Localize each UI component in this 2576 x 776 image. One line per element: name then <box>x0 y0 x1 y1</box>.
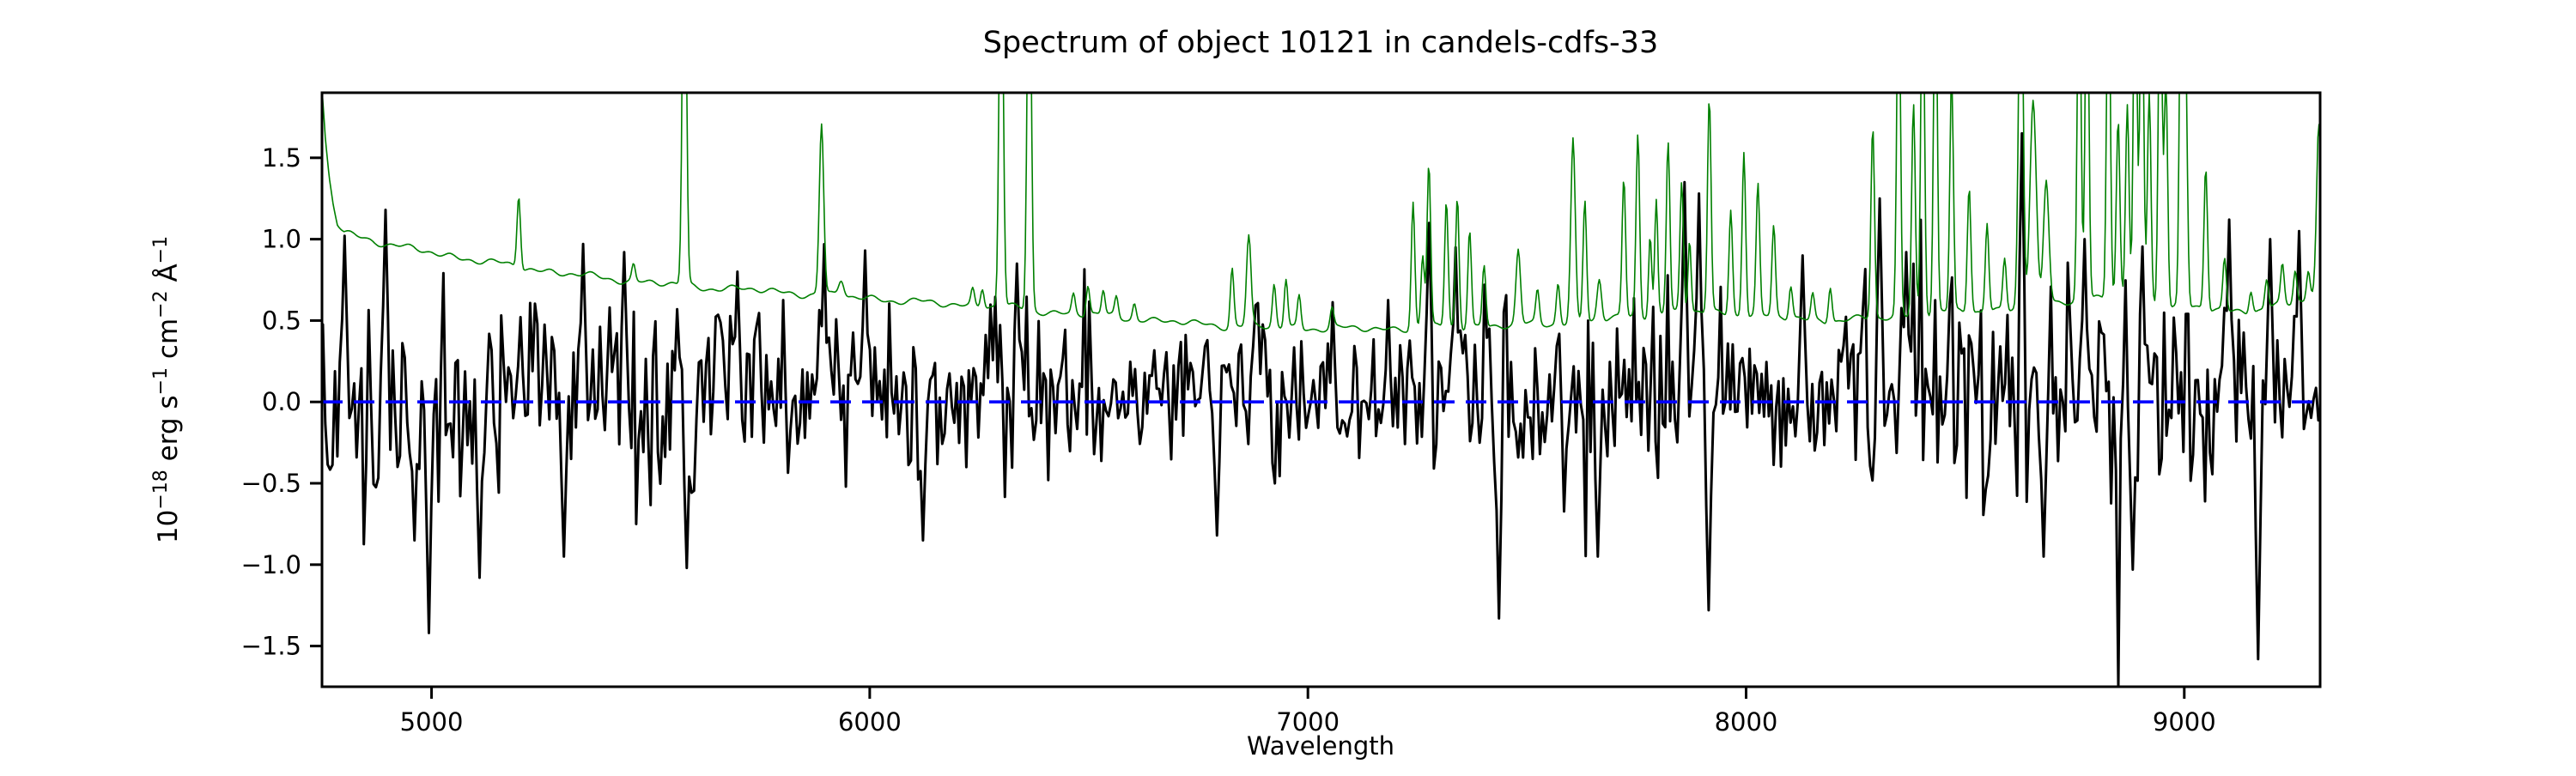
x-axis-label: Wavelength <box>1246 731 1395 761</box>
x-tick-label: 8000 <box>1715 707 1778 737</box>
y-axis-tick-labels: 1.5 1.0 0.5 0.0 −0.5 −1.0 −1.5 <box>241 143 301 661</box>
axes-frame <box>320 91 2322 688</box>
x-axis-ticks <box>430 687 2186 699</box>
plot-title: Spectrum of object 10121 in candels-cdfs… <box>982 26 1659 60</box>
x-axis-tick-labels: 5000 6000 7000 8000 9000 <box>400 707 2216 737</box>
x-tick-label: 9000 <box>2153 707 2216 737</box>
y-tick-label: −1.5 <box>241 632 301 661</box>
y-axis-ticks <box>310 156 322 648</box>
y-axis-label: 10−18 erg s−1 cm−2 Å−1 <box>150 235 184 544</box>
x-tick-label: 5000 <box>400 707 464 737</box>
y-tick-label: 0.0 <box>262 387 301 416</box>
y-tick-label: 1.0 <box>262 225 301 254</box>
x-tick-label: 6000 <box>838 707 902 737</box>
x-tick-label: 7000 <box>1276 707 1340 737</box>
noise-spectrum-line <box>322 93 2320 333</box>
flux-spectrum-line <box>322 131 2320 687</box>
y-tick-label: −1.0 <box>241 550 301 579</box>
y-tick-label: 1.5 <box>262 143 301 173</box>
y-tick-label: −0.5 <box>241 469 301 498</box>
y-tick-label: 0.5 <box>262 306 301 335</box>
